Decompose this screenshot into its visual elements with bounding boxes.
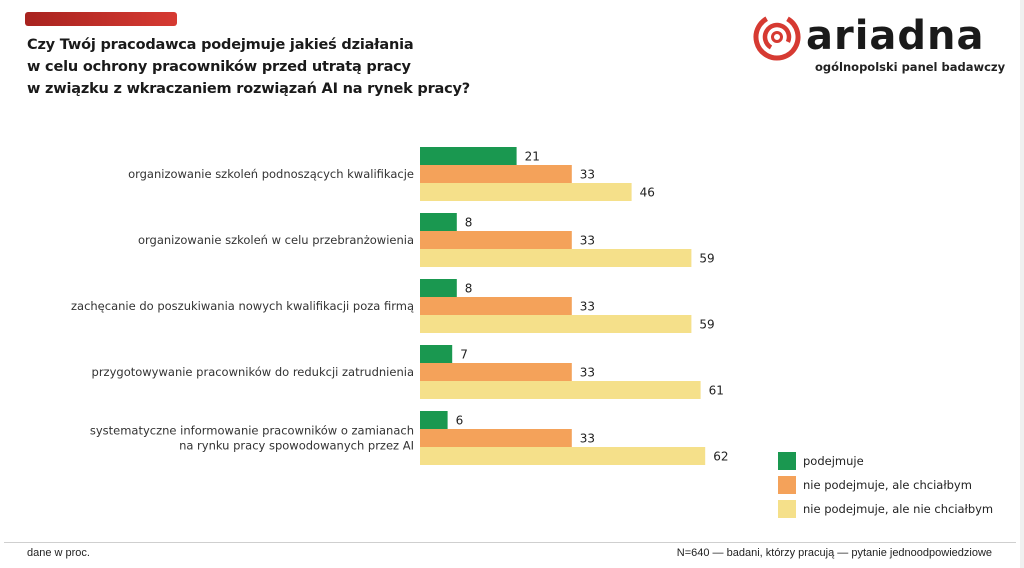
right-edge-strip bbox=[1020, 0, 1024, 568]
ariadna-spiral-icon bbox=[753, 13, 801, 61]
bar bbox=[420, 147, 517, 165]
bar bbox=[420, 165, 572, 183]
bar bbox=[420, 447, 706, 465]
bar bbox=[420, 297, 572, 315]
legend-item: nie podejmuje, ale chciałbym bbox=[778, 473, 993, 497]
data-label: 6 bbox=[456, 414, 464, 428]
bar bbox=[420, 213, 457, 231]
legend-swatch-podejmuje bbox=[778, 452, 796, 470]
bar bbox=[420, 279, 457, 297]
data-label: 61 bbox=[709, 384, 724, 398]
data-label: 59 bbox=[699, 252, 714, 266]
bar bbox=[420, 249, 692, 267]
legend-label: nie podejmuje, ale nie chciałbym bbox=[803, 502, 994, 516]
footer-note: dane w proc. bbox=[27, 547, 90, 559]
legend-label: podejmuje bbox=[803, 454, 864, 468]
legend-swatch-nie-chcialbym bbox=[778, 500, 796, 518]
title-line: w związku z wkraczaniem rozwiązań AI na … bbox=[27, 81, 470, 97]
legend-swatch-chcialbym bbox=[778, 476, 796, 494]
bar bbox=[420, 345, 453, 363]
bar bbox=[420, 381, 701, 399]
bar bbox=[420, 411, 448, 429]
category-label: systematyczne informowanie pracowników o… bbox=[90, 424, 414, 438]
category-label: na rynku pracy spowodowanych przez AI bbox=[179, 439, 414, 453]
category-label: organizowanie szkoleń podnoszących kwali… bbox=[128, 167, 414, 181]
logo-wordmark: ariadna bbox=[806, 13, 985, 59]
category-label: organizowanie szkoleń w celu przebranżow… bbox=[138, 233, 414, 247]
data-label: 8 bbox=[465, 282, 473, 296]
bar bbox=[420, 315, 692, 333]
data-label: 8 bbox=[465, 216, 473, 230]
data-label: 33 bbox=[580, 234, 595, 248]
ariadna-logo: ariadna ogólnopolski panel badawczy bbox=[752, 10, 1006, 80]
data-label: 46 bbox=[640, 186, 655, 200]
chart-title: Czy Twój pracodawca podejmuje jakieś dzi… bbox=[27, 34, 587, 100]
title-line: w celu ochrony pracowników przed utratą … bbox=[27, 59, 411, 75]
data-label: 21 bbox=[525, 150, 540, 164]
category-label: zachęcanie do poszukiwania nowych kwalif… bbox=[71, 299, 414, 313]
data-label: 33 bbox=[580, 300, 595, 314]
data-label: 62 bbox=[713, 450, 728, 464]
logo-tagline: ogólnopolski panel badawczy bbox=[815, 60, 1006, 74]
category-label: przygotowywanie pracowników do redukcji … bbox=[92, 365, 414, 379]
bar bbox=[420, 429, 572, 447]
data-label: 33 bbox=[580, 366, 595, 380]
data-label: 59 bbox=[699, 318, 714, 332]
accent-bar bbox=[25, 12, 177, 26]
chart-legend: podejmuje nie podejmuje, ale chciałbym n… bbox=[778, 449, 993, 521]
title-line: Czy Twój pracodawca podejmuje jakieś dzi… bbox=[27, 37, 414, 53]
data-label: 33 bbox=[580, 432, 595, 446]
bar bbox=[420, 183, 632, 201]
data-label: 7 bbox=[460, 348, 468, 362]
bar bbox=[420, 231, 572, 249]
legend-item: nie podejmuje, ale nie chciałbym bbox=[778, 497, 993, 521]
footer-divider bbox=[4, 542, 1016, 543]
bar bbox=[420, 363, 572, 381]
legend-label: nie podejmuje, ale chciałbym bbox=[803, 478, 972, 492]
legend-item: podejmuje bbox=[778, 449, 993, 473]
data-label: 33 bbox=[580, 168, 595, 182]
footer-sample-info: N=640 — badani, którzy pracują — pytanie… bbox=[676, 547, 992, 559]
